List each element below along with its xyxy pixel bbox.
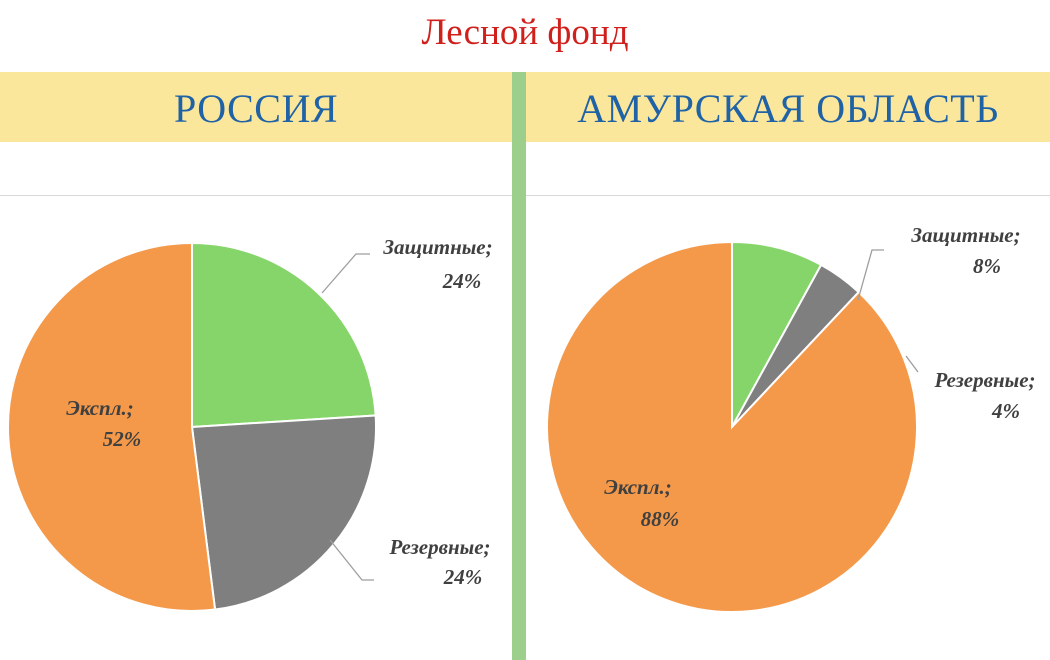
right-rule — [526, 195, 1050, 196]
russia-label-ekspl-name: Экспл.; — [66, 396, 134, 420]
amur-label-rezervnye-value: 4% — [991, 399, 1020, 423]
russia-label-zashchitnye-value: 24% — [442, 269, 482, 293]
amur-label-zashchitnye-name: Защитные; — [910, 223, 1020, 247]
amur-leader-zashchitnye — [857, 249, 884, 301]
amur-slice-ekspl — [546, 240, 918, 613]
russia-pie: Защитные; 24% Резервные; 24% Экспл.; 52% — [7, 235, 493, 612]
amur-panel-header: АМУРСКАЯ ОБЛАСТЬ — [526, 72, 1050, 142]
amur-pie: Защитные; 8% Резервные; 4% Экспл.; 88% — [546, 223, 1036, 613]
russia-leader-rezervnye — [329, 539, 374, 581]
amur-label-ekspl-value: 88% — [641, 507, 680, 531]
russia-label-zashchitnye-name: Защитные; — [382, 235, 492, 259]
amur-leader-rezervnye — [905, 355, 919, 373]
russia-leader-zashchitnye — [321, 253, 370, 294]
amur-label-zashchitnye-value: 8% — [973, 254, 1001, 278]
russia-slice-rezervnye — [190, 414, 378, 611]
amur-slice-zashchitnye — [731, 240, 823, 428]
amur-label-rezervnye-name: Резервные; — [933, 368, 1035, 392]
russia-panel-header: РОССИЯ — [0, 72, 512, 142]
russia-label-rezervnye-value: 24% — [443, 565, 483, 589]
russia-slice-zashchitnye — [191, 241, 377, 429]
page-title: Лесной фонд — [421, 12, 629, 53]
russia-label-rezervnye-name: Резервные; — [388, 535, 490, 559]
left-rule — [0, 195, 512, 196]
amur-label-ekspl-name: Экспл.; — [604, 475, 672, 499]
russia-label-ekspl-value: 52% — [103, 427, 142, 451]
russia-slice-ekspl — [7, 241, 217, 612]
panel-divider — [512, 72, 526, 660]
